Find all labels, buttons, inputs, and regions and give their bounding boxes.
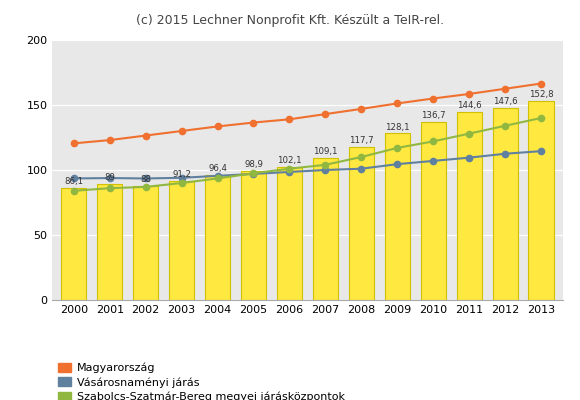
Bar	[133, 186, 158, 300]
Text: 109,1: 109,1	[313, 147, 338, 156]
Text: 117,7: 117,7	[349, 136, 374, 145]
Text: (c) 2015 Lechner Nonprofit Kft. Készült a TeIR-rel.: (c) 2015 Lechner Nonprofit Kft. Készült …	[136, 14, 444, 27]
Bar	[61, 188, 86, 300]
Text: 144,6: 144,6	[457, 101, 481, 110]
Text: 89: 89	[104, 173, 115, 182]
Text: 86,1: 86,1	[64, 177, 84, 186]
Bar	[205, 175, 230, 300]
Bar	[169, 182, 194, 300]
Legend: Magyarország, Vásárosnaményi járás, Szabolcs-Szatmár-Bereg megyei járásközpontok: Magyarország, Vásárosnaményi járás, Szab…	[58, 363, 345, 400]
Text: 128,1: 128,1	[385, 122, 409, 132]
Bar	[420, 122, 446, 300]
Text: 152,8: 152,8	[529, 90, 553, 100]
Bar	[492, 108, 518, 300]
Bar	[349, 147, 374, 300]
Bar	[528, 101, 554, 300]
Text: 91,2: 91,2	[172, 170, 191, 180]
Bar	[241, 172, 266, 300]
Bar	[277, 167, 302, 300]
Text: 96,4: 96,4	[208, 164, 227, 173]
Text: 136,7: 136,7	[421, 111, 445, 120]
Bar	[97, 184, 122, 300]
Text: 88: 88	[140, 175, 151, 184]
Text: 147,6: 147,6	[493, 97, 517, 106]
Text: 102,1: 102,1	[277, 156, 302, 165]
Bar	[313, 158, 338, 300]
Bar	[456, 112, 482, 300]
Text: 98,9: 98,9	[244, 160, 263, 170]
Bar	[385, 134, 410, 300]
